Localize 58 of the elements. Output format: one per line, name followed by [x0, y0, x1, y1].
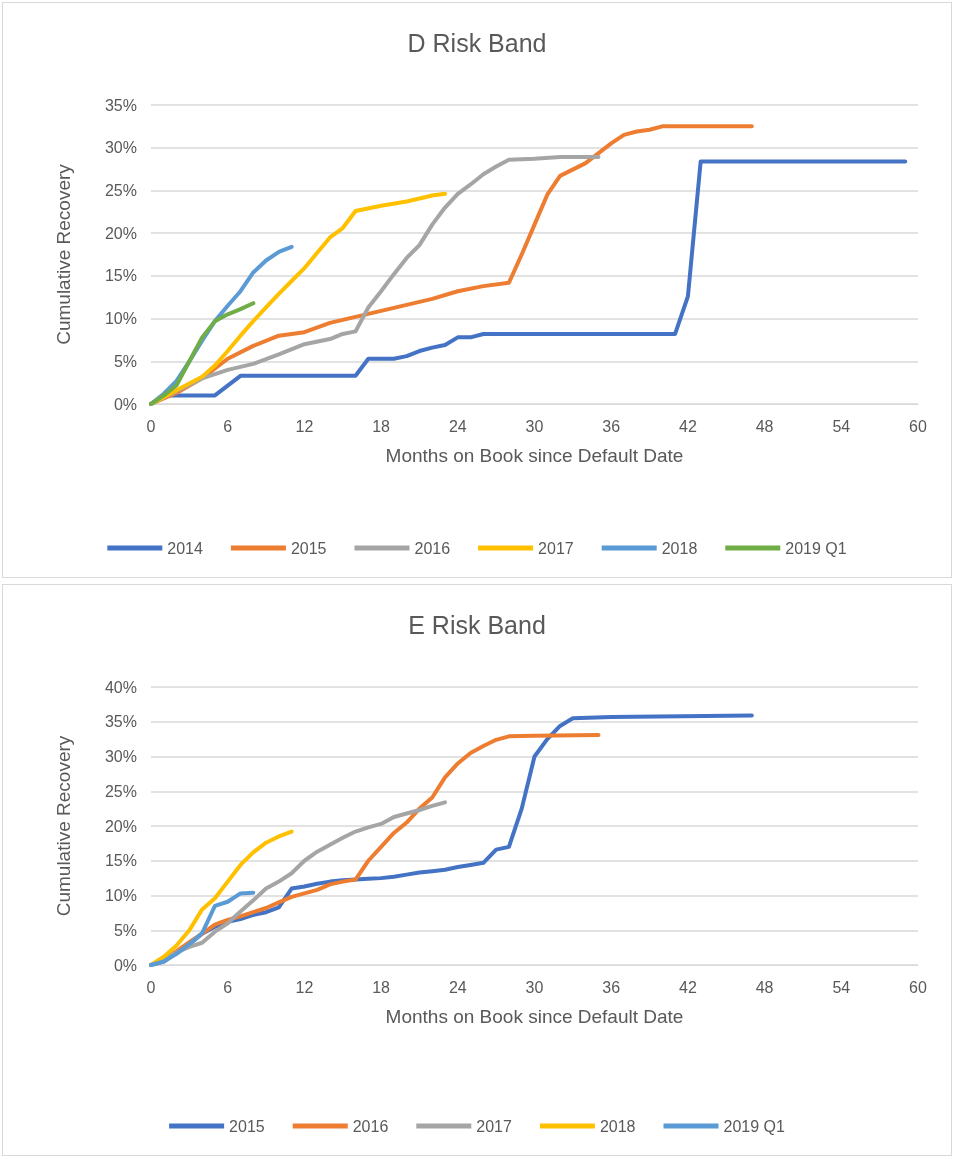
- line-series: [149, 890, 256, 967]
- legend-label: 2014: [167, 539, 204, 557]
- legend-label: 2018: [599, 1117, 636, 1135]
- y-tick-label: 15%: [104, 852, 137, 870]
- x-tick-label: 42: [679, 417, 697, 435]
- x-tick-label: 42: [679, 978, 697, 996]
- x-tick-label: 54: [832, 978, 851, 996]
- x-tick-label: 0: [146, 417, 156, 435]
- y-tick-label: 25%: [104, 181, 137, 199]
- x-tick-label: 30: [525, 417, 544, 435]
- chart-title: D Risk Band: [407, 28, 547, 57]
- x-tick-label: 0: [146, 978, 156, 996]
- y-tick-label: 30%: [104, 748, 137, 765]
- x-tick-label: 36: [602, 978, 621, 996]
- x-tick-label: 12: [295, 417, 314, 435]
- y-tick-label: 40%: [104, 678, 137, 696]
- x-tick-label: 12: [295, 978, 314, 996]
- y-tick-label: 20%: [104, 224, 137, 242]
- y-axis-title: Cumulative Recovery: [53, 163, 74, 345]
- y-tick-label: 10%: [104, 310, 137, 328]
- legend-label: 2017: [476, 1117, 512, 1135]
- x-tick-label: 60: [909, 417, 927, 435]
- x-tick-label: 6: [223, 978, 233, 996]
- y-tick-label: 5%: [113, 921, 137, 939]
- y-tick-label: 0%: [113, 956, 137, 974]
- y-tick-label: 20%: [104, 817, 137, 835]
- legend-label: 2016: [414, 539, 451, 557]
- legend-label: 2019 Q1: [785, 539, 847, 557]
- x-tick-label: 36: [602, 417, 621, 435]
- x-tick-label: 60: [909, 978, 927, 996]
- y-tick-label: 15%: [104, 267, 137, 285]
- y-tick-label: 30%: [104, 139, 137, 157]
- y-tick-label: 25%: [104, 782, 137, 800]
- x-tick-label: 6: [223, 417, 233, 435]
- x-tick-label: 30: [525, 978, 544, 996]
- y-tick-label: 5%: [113, 352, 137, 370]
- y-tick-label: 10%: [104, 887, 137, 904]
- chart-title: E Risk Band: [408, 610, 546, 639]
- x-tick-label: 24: [448, 417, 467, 435]
- y-axis-title: Cumulative Recovery: [53, 735, 74, 917]
- x-tick-label: 24: [448, 978, 467, 996]
- y-tick-label: 35%: [104, 713, 137, 731]
- legend-label: 2018: [661, 539, 698, 557]
- legend-label: 2015: [229, 1117, 265, 1135]
- y-tick-label: 0%: [113, 395, 137, 413]
- x-tick-label: 48: [755, 978, 774, 996]
- x-tick-label: 18: [372, 978, 391, 996]
- x-tick-label: 54: [832, 417, 851, 435]
- x-axis-title: Months on Book since Default Date: [385, 1006, 684, 1027]
- legend-label: 2016: [352, 1117, 389, 1135]
- x-tick-label: 18: [372, 417, 391, 435]
- x-tick-label: 48: [755, 417, 774, 435]
- legend-label: 2019 Q1: [723, 1117, 785, 1135]
- legend-label: 2015: [290, 539, 327, 557]
- line-series: [149, 301, 256, 406]
- x-axis-title: Months on Book since Default Date: [385, 445, 684, 466]
- y-tick-label: 35%: [104, 96, 137, 114]
- legend-label: 2017: [538, 539, 574, 557]
